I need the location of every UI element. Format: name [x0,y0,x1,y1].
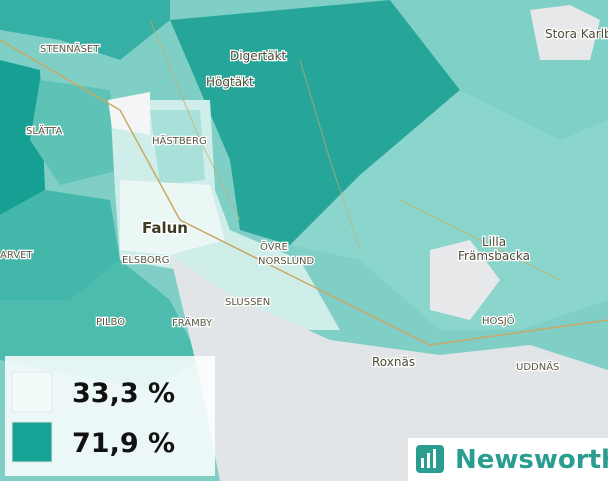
place-label: ARVET [0,250,33,261]
place-label: Roxnäs [372,355,415,369]
place-label: Främsbacka [458,249,530,263]
road [0,39,608,346]
logo-icon-bar [433,449,436,468]
place-label: SLÄTTA [26,124,62,137]
place-label: Digertäkt [230,49,287,63]
region [290,90,608,330]
lake [430,240,500,320]
place-label: NORSLUND [258,256,315,267]
region [0,0,170,60]
region [0,190,120,300]
lake [530,5,600,60]
legend-swatch [11,371,53,413]
place-label: STENNÄSET [40,42,100,55]
region [150,110,205,185]
lake [170,255,608,481]
brand: Newsworthy [455,445,608,475]
place-label: UDDNÄS [516,360,559,373]
place-label: Stora Karlbo [545,27,608,41]
place-label: Lilla [482,235,506,249]
place-label: HÄSTBERG [152,134,207,147]
region [30,80,120,185]
legend-label: 33,3 % [72,378,175,409]
road [149,19,561,281]
place-label: ÖVRE [260,240,288,253]
lake [108,92,150,135]
place-label: FRÄMBY [172,316,213,329]
place-label: Högtäkt [206,75,254,89]
place-label: PILBO [96,317,125,328]
legend-swatch [11,421,53,463]
region [170,0,460,245]
place-label: HOSJÖ [482,314,515,327]
legend-label: 71,9 % [72,428,175,459]
place-label: SLUSSEN [225,297,270,308]
place-label: ELSBORG [122,255,170,266]
logo-icon-bar [427,453,430,468]
logo-icon-bar [421,458,424,468]
region [0,60,45,215]
region [120,180,225,255]
place-label: Falun [142,219,188,237]
